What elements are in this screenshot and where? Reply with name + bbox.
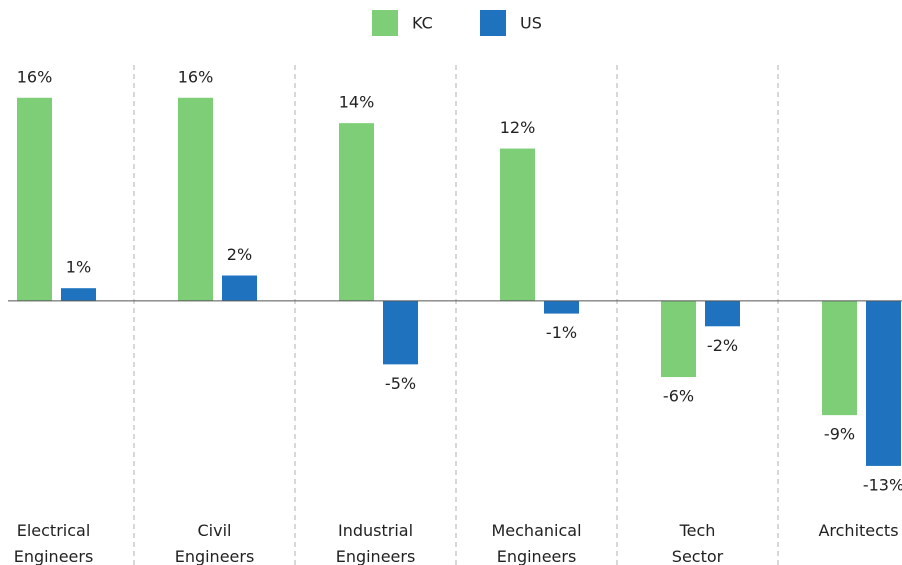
bar <box>500 148 535 301</box>
bar <box>705 300 740 327</box>
x-tick-label: Civil Engineers <box>174 521 255 565</box>
value-label: 16% <box>178 67 214 86</box>
value-label: -13% <box>863 475 902 494</box>
bar <box>661 300 696 378</box>
value-label: 1% <box>66 258 91 277</box>
legend-swatch <box>372 10 398 36</box>
legend-swatch <box>480 10 506 36</box>
value-label: 16% <box>17 67 53 86</box>
value-label: -2% <box>707 336 738 355</box>
value-label: 2% <box>227 245 252 264</box>
value-label: -5% <box>385 374 416 393</box>
x-tick-label: Mechanical Engineers <box>491 521 582 565</box>
value-label: 14% <box>339 93 375 112</box>
bar <box>61 288 96 301</box>
value-label: 12% <box>500 118 536 137</box>
value-label: -9% <box>824 425 855 444</box>
value-label: -6% <box>663 387 694 406</box>
bar <box>17 97 52 301</box>
bar <box>178 97 213 301</box>
bar <box>222 275 257 301</box>
bar <box>383 300 418 365</box>
bar <box>339 123 374 301</box>
bar <box>822 300 857 416</box>
x-tick-label: Tech Sector <box>671 521 724 565</box>
bar <box>866 300 901 466</box>
x-tick-label: Industrial Engineers <box>335 521 416 565</box>
bar <box>544 300 579 314</box>
x-tick-label: Electrical Engineers <box>13 521 94 565</box>
x-tick-label: Architects <box>818 521 899 540</box>
value-label: -1% <box>546 323 577 342</box>
legend-label: US <box>520 14 542 33</box>
legend-label: KC <box>412 14 433 33</box>
